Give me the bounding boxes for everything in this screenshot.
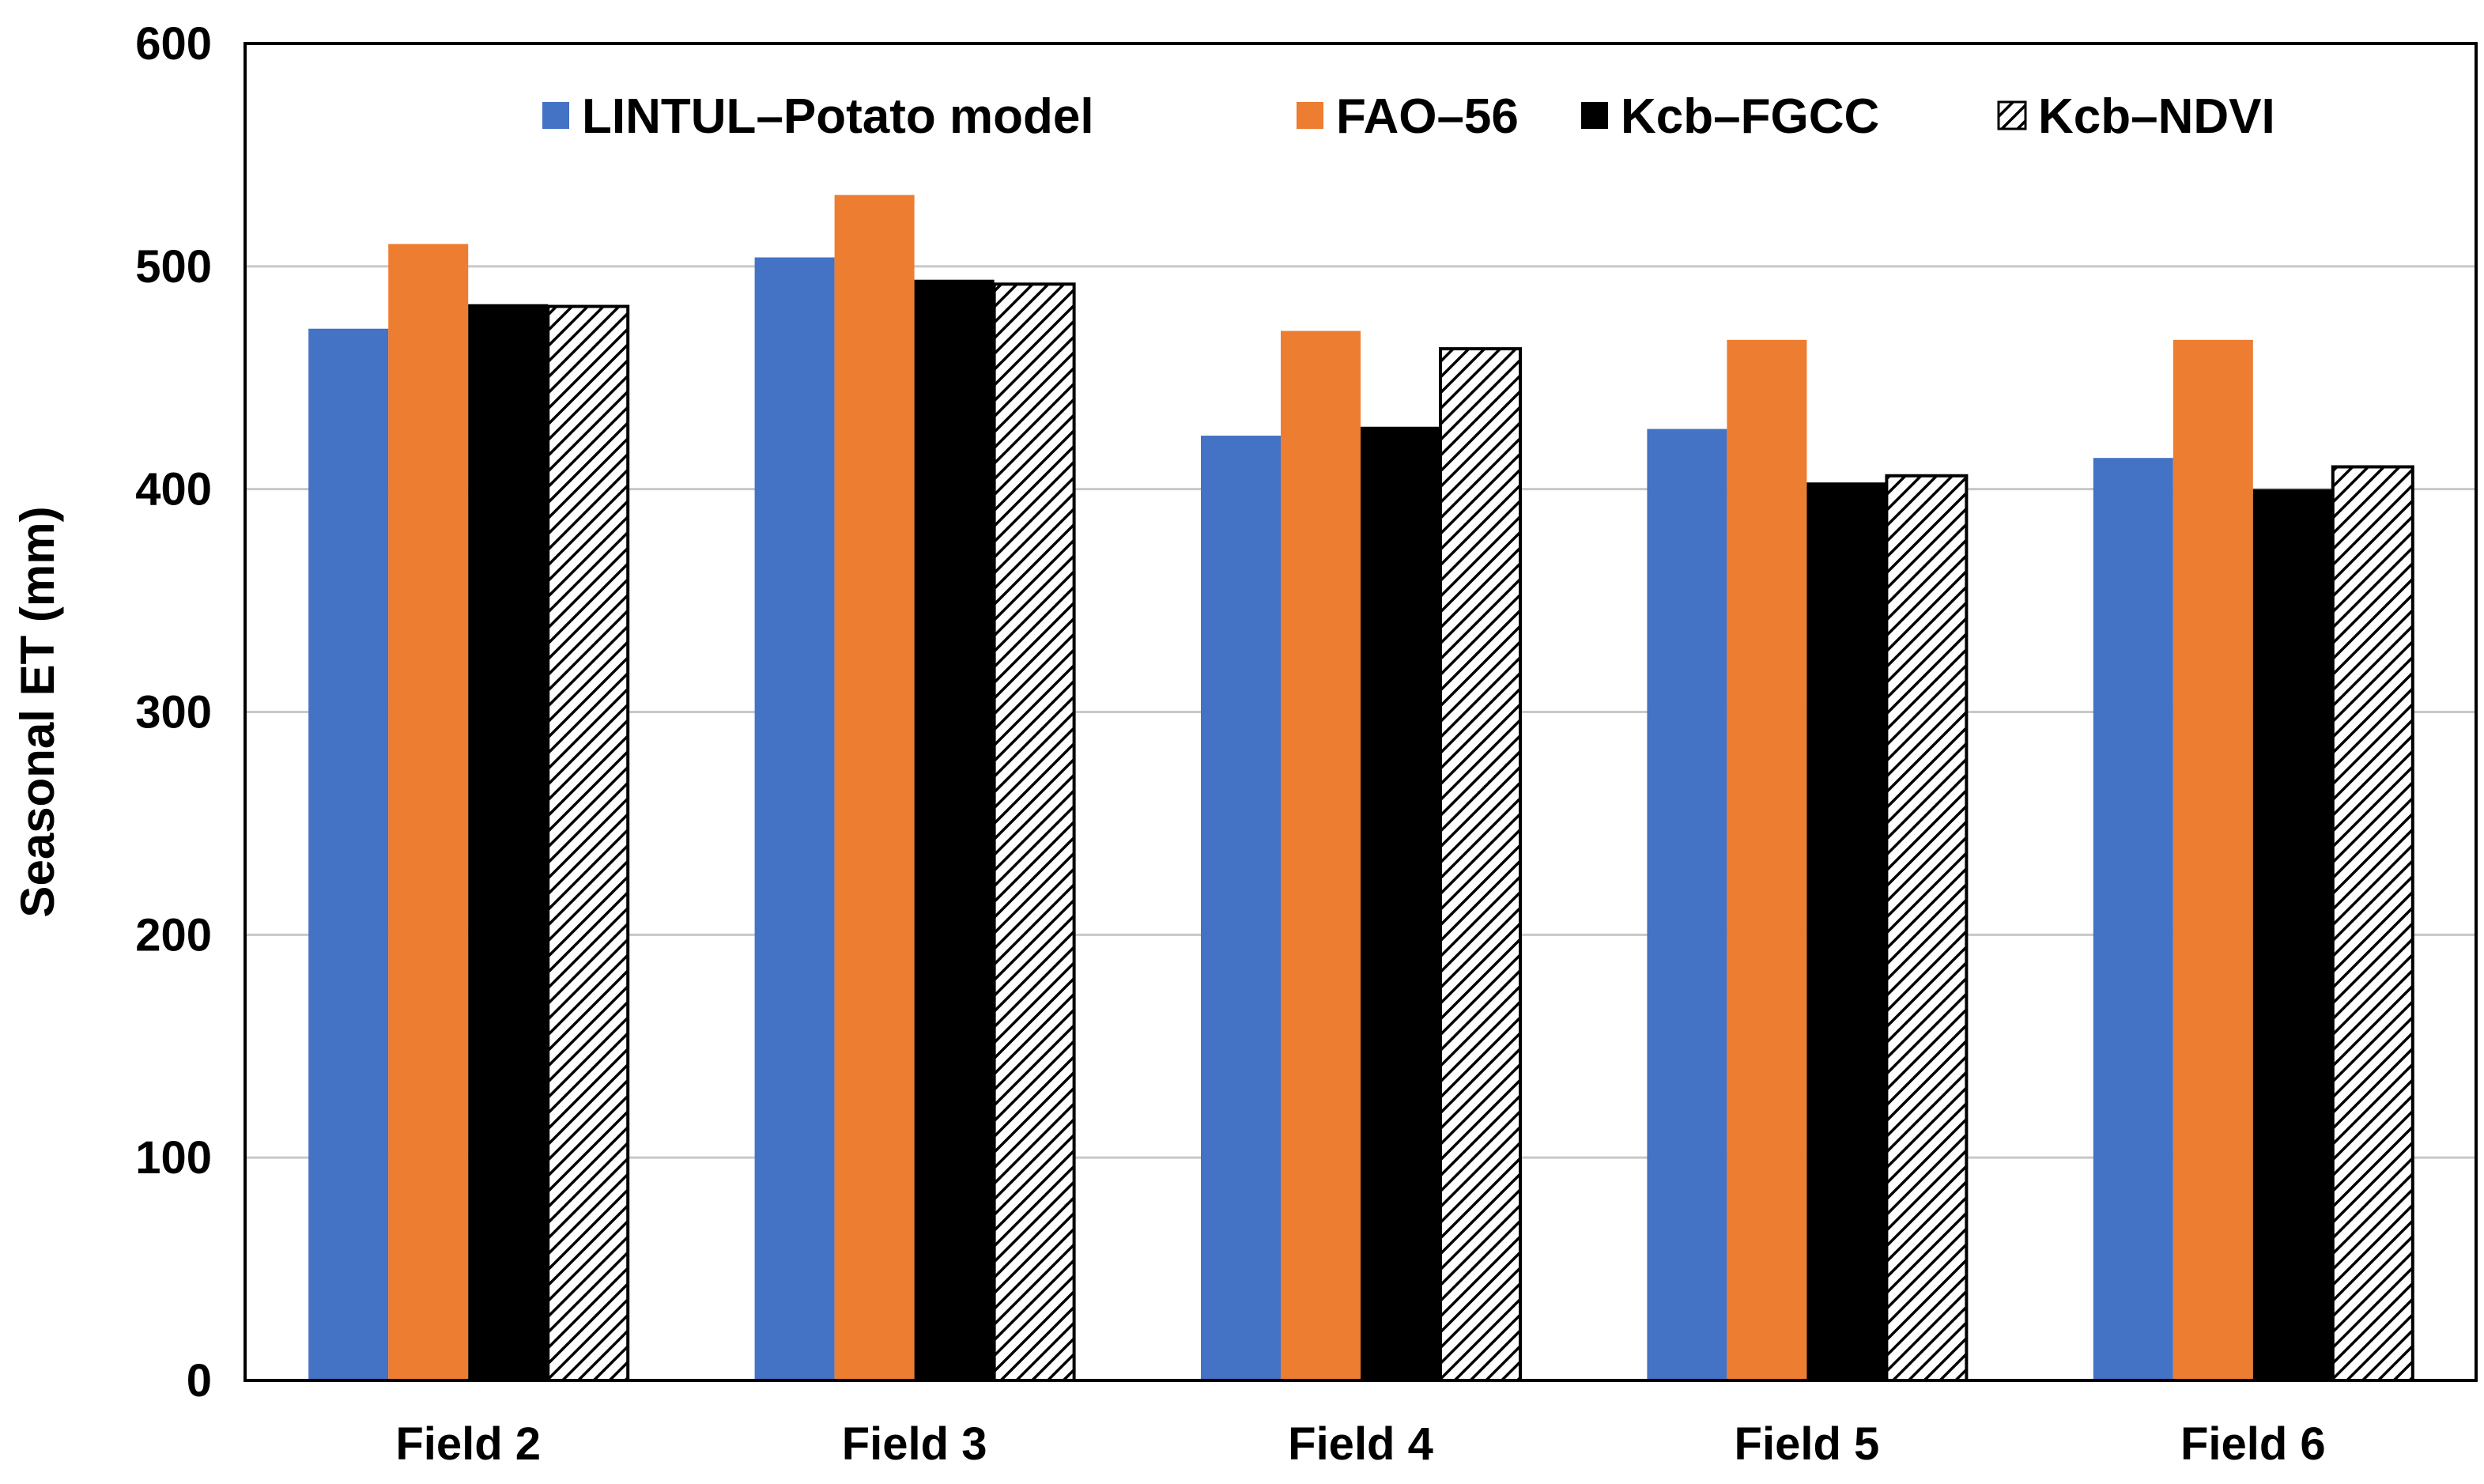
bar-fao-56-field-4: [1281, 330, 1361, 1381]
bar-kcb-ndvi-field-3: [992, 282, 1076, 1382]
bar-kcb-fgcc-field-4: [1361, 426, 1440, 1380]
bar-kcb-ndvi-field-2: [546, 304, 630, 1382]
bar-kcb-ndvi-field-5: [1885, 474, 1969, 1382]
bar-lintul-potato-model-field-6: [2093, 458, 2173, 1381]
y-tick-label: 600: [135, 18, 212, 70]
x-tick-label: Field 4: [1288, 1418, 1433, 1470]
plot-frame: [243, 42, 2478, 1382]
x-tick-label: Field 5: [1735, 1418, 1880, 1470]
legend-swatch: [1297, 102, 1323, 129]
y-tick-label: 500: [135, 241, 212, 293]
y-tick-label: 200: [135, 909, 212, 961]
y-tick-label: 0: [187, 1355, 212, 1407]
legend-label: FAO–56: [1336, 89, 1519, 144]
y-tick-label: 100: [135, 1132, 212, 1184]
tick-labels: 0 100 200 300 400 500 600 Field 2 Field 3 Field 4…: [11, 18, 2326, 1470]
bar-fao-56-field-6: [2173, 339, 2253, 1380]
x-tick-label: Field 3: [842, 1418, 987, 1470]
bar-kcb-ndvi-field-4: [1439, 347, 1522, 1382]
x-tick-label: Field 6: [2180, 1418, 2326, 1470]
bar-fao-56-field-5: [1727, 339, 1807, 1380]
legend-label: LINTUL–Potato model: [582, 89, 1094, 144]
axes: [243, 42, 2478, 1382]
bar-kcb-fgcc-field-5: [1806, 482, 1887, 1380]
bar-lintul-potato-model-field-3: [754, 257, 835, 1380]
bar-lintul-potato-model-field-2: [308, 328, 389, 1380]
legend-swatch: [1997, 100, 2027, 130]
legend: LINTUL–Potato model FAO–56 Kcb–FGCC Kcb–NDV…: [542, 89, 2275, 144]
legend-swatch: [542, 102, 569, 129]
bar-kcb-fgcc-field-6: [2252, 489, 2333, 1380]
bar-kcb-fgcc-field-2: [468, 304, 549, 1380]
y-tick-label: 400: [135, 464, 212, 515]
x-tick-label: Field 2: [395, 1418, 541, 1470]
legend-label: Kcb–FGCC: [1621, 89, 1879, 144]
y-axis-title: Seasonal ET (mm): [11, 506, 64, 917]
bar-lintul-potato-model-field-5: [1647, 429, 1727, 1380]
y-tick-label: 300: [135, 687, 212, 738]
bar-fao-56-field-2: [388, 244, 469, 1380]
bar-kcb-ndvi-field-6: [2331, 465, 2414, 1383]
legend-label: Kcb–NDVI: [2038, 89, 2275, 144]
bar-kcb-fgcc-field-3: [914, 279, 995, 1380]
legend-swatch: [1581, 102, 1608, 129]
bars: [308, 194, 2414, 1383]
bar-fao-56-field-3: [834, 194, 915, 1380]
bar-lintul-potato-model-field-4: [1201, 436, 1281, 1381]
